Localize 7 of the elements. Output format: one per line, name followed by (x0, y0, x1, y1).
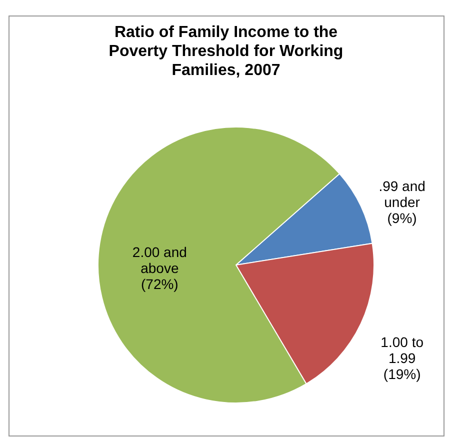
slice-label: .99 and under (378, 178, 426, 210)
data-label: (9%) (387, 210, 417, 226)
data-label: (19%) (383, 366, 421, 382)
slice-label: 2.00 and above (132, 244, 187, 276)
data-label: (72%) (140, 276, 178, 292)
chart-title: Ratio of Family Income to the Poverty Threshold for Working Families, 2007 (108, 24, 344, 79)
slice-label: 1.00 to 1.99 (380, 334, 424, 366)
